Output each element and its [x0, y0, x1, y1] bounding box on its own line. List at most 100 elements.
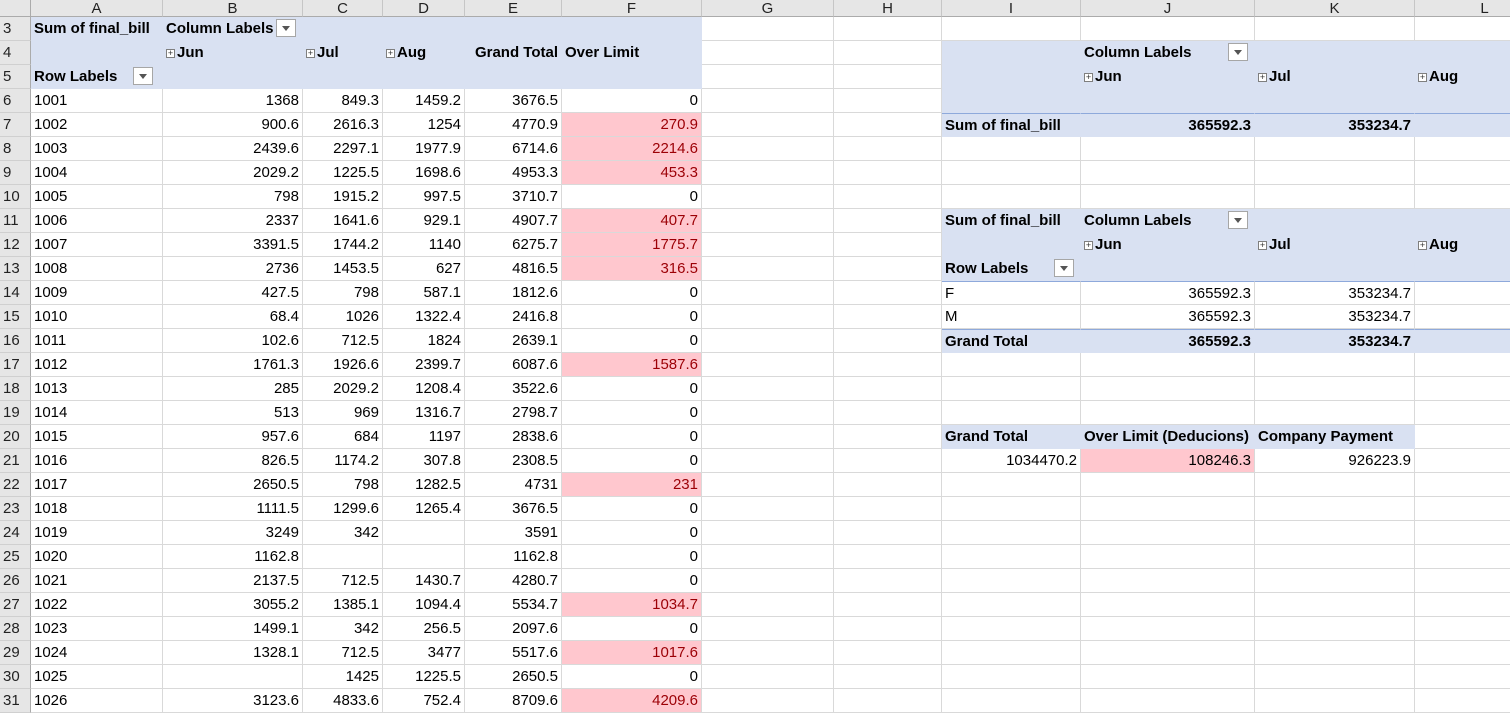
row-header-3[interactable]: 3 [0, 17, 31, 41]
cell[interactable] [1415, 473, 1510, 497]
over-limit-value[interactable]: 0 [562, 617, 702, 641]
cell[interactable] [702, 401, 834, 425]
pivot1-row-labels[interactable]: Row Labels [31, 65, 163, 89]
cell[interactable] [1415, 593, 1510, 617]
pivot1-value-jul[interactable]: 1225.5 [303, 161, 383, 185]
row-header-22[interactable]: 22 [0, 473, 31, 497]
cell[interactable] [1255, 665, 1415, 689]
pivot3-value-jun[interactable]: 365592.3 [1081, 281, 1255, 305]
pivot1-value-jun[interactable]: 2650.5 [163, 473, 303, 497]
pivot1-header-cell[interactable] [383, 17, 465, 41]
summary-over-limit-header[interactable]: Over Limit (Deducions) [1081, 425, 1255, 449]
pivot3-grand-total-jun[interactable]: 365592.3 [1081, 329, 1255, 353]
cell[interactable] [1415, 689, 1510, 713]
row-header-11[interactable]: 11 [0, 209, 31, 233]
cell[interactable] [834, 41, 942, 65]
pivot1-value-aug[interactable]: 1282.5 [383, 473, 465, 497]
cell[interactable] [942, 521, 1081, 545]
pivot1-row-grand-total[interactable]: 4280.7 [465, 569, 562, 593]
column-header-b[interactable]: B [163, 0, 303, 17]
pivot1-value-jul[interactable]: 2297.1 [303, 137, 383, 161]
pivot1-value-jul[interactable]: 1174.2 [303, 449, 383, 473]
pivot1-value-aug[interactable]: 1254 [383, 113, 465, 137]
pivot1-row-grand-total[interactable]: 3591 [465, 521, 562, 545]
cell[interactable] [1415, 617, 1510, 641]
cell[interactable] [1255, 353, 1415, 377]
column-header-k[interactable]: K [1255, 0, 1415, 17]
pivot3-header-cell[interactable] [1415, 209, 1510, 233]
over-limit-value[interactable]: 0 [562, 329, 702, 353]
cell[interactable] [834, 689, 942, 713]
cell[interactable] [834, 185, 942, 209]
over-limit-value[interactable]: 1775.7 [562, 233, 702, 257]
cell[interactable] [1081, 641, 1255, 665]
pivot1-value-jul[interactable]: 798 [303, 281, 383, 305]
pivot2-values-label[interactable]: Sum of final_bill [942, 113, 1081, 137]
over-limit-value[interactable]: 2214.6 [562, 137, 702, 161]
cell[interactable] [702, 449, 834, 473]
row-header-4[interactable]: 4 [0, 41, 31, 65]
pivot1-row-label[interactable]: 1009 [31, 281, 163, 305]
cell[interactable] [702, 89, 834, 113]
cell[interactable] [834, 545, 942, 569]
pivot1-row-grand-total[interactable]: 3676.5 [465, 89, 562, 113]
cell[interactable] [834, 665, 942, 689]
pivot2-header-cell[interactable] [942, 65, 1081, 89]
row-header-14[interactable]: 14 [0, 281, 31, 305]
pivot1-row-label[interactable]: 1003 [31, 137, 163, 161]
over-limit-value[interactable]: 0 [562, 665, 702, 689]
pivot1-value-jul[interactable]: 712.5 [303, 641, 383, 665]
pivot1-row-label[interactable]: 1018 [31, 497, 163, 521]
summary-company-payment-header[interactable]: Company Payment [1255, 425, 1415, 449]
row-header-27[interactable]: 27 [0, 593, 31, 617]
cell[interactable] [1415, 377, 1510, 401]
pivot1-value-aug[interactable]: 1698.6 [383, 161, 465, 185]
pivot1-value-jun[interactable]: 3249 [163, 521, 303, 545]
column-header-d[interactable]: D [383, 0, 465, 17]
pivot3-value-aug[interactable]: 315 [1415, 281, 1510, 305]
cell[interactable] [834, 89, 942, 113]
pivot1-column-labels[interactable]: Column Labels [163, 17, 303, 41]
pivot1-value-jul[interactable]: 2616.3 [303, 113, 383, 137]
pivot3-value-jul[interactable]: 353234.7 [1255, 281, 1415, 305]
pivot1-value-aug[interactable]: 3477 [383, 641, 465, 665]
over-limit-value[interactable]: 316.5 [562, 257, 702, 281]
cell[interactable] [942, 377, 1081, 401]
pivot1-header-cell[interactable] [163, 65, 303, 89]
cell[interactable] [702, 329, 834, 353]
cell[interactable] [942, 185, 1081, 209]
cell[interactable] [702, 377, 834, 401]
pivot1-value-aug[interactable]: 1140 [383, 233, 465, 257]
pivot1-row-label[interactable]: 1012 [31, 353, 163, 377]
cell[interactable] [834, 281, 942, 305]
pivot1-row-label[interactable]: 1017 [31, 473, 163, 497]
cell[interactable] [702, 161, 834, 185]
cell[interactable] [942, 497, 1081, 521]
pivot1-value-jul[interactable]: 1641.6 [303, 209, 383, 233]
pivot1-value-jun[interactable]: 2439.6 [163, 137, 303, 161]
cell[interactable] [834, 65, 942, 89]
cell[interactable] [1415, 641, 1510, 665]
pivot1-value-jun[interactable]: 1162.8 [163, 545, 303, 569]
row-header-10[interactable]: 10 [0, 185, 31, 209]
over-limit-value[interactable]: 0 [562, 401, 702, 425]
cell[interactable] [834, 425, 942, 449]
pivot3-grand-total-jul[interactable]: 353234.7 [1255, 329, 1415, 353]
pivot3-header-cell[interactable] [1255, 209, 1415, 233]
pivot1-row-label[interactable]: 1020 [31, 545, 163, 569]
cell[interactable] [1081, 185, 1255, 209]
pivot2-header-cell[interactable] [1081, 89, 1255, 113]
over-limit-value[interactable]: 0 [562, 521, 702, 545]
cell[interactable] [702, 305, 834, 329]
pivot1-value-jun[interactable]: 1499.1 [163, 617, 303, 641]
pivot1-value-aug[interactable]: 1430.7 [383, 569, 465, 593]
cell[interactable] [834, 137, 942, 161]
pivot1-value-aug[interactable]: 307.8 [383, 449, 465, 473]
pivot1-value-aug[interactable]: 1316.7 [383, 401, 465, 425]
pivot1-row-label[interactable]: 1019 [31, 521, 163, 545]
pivot1-row-grand-total[interactable]: 2308.5 [465, 449, 562, 473]
pivot3-month-aug[interactable]: + Aug [1415, 233, 1510, 257]
pivot1-value-jun[interactable]: 1761.3 [163, 353, 303, 377]
row-header-24[interactable]: 24 [0, 521, 31, 545]
